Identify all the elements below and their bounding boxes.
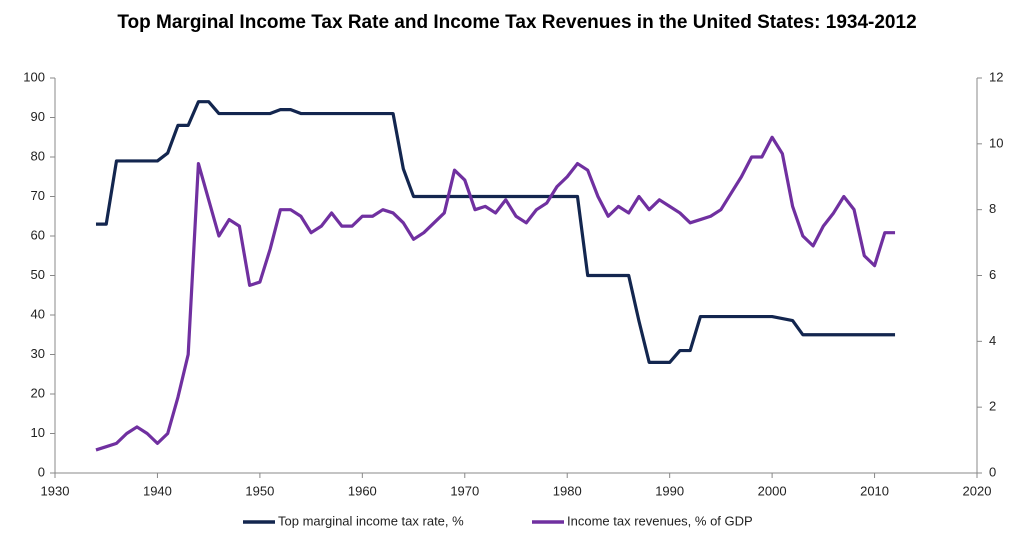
x-tick-label: 1950: [245, 483, 274, 498]
y2-tick-label: 12: [989, 69, 1003, 84]
legend-label: Top marginal income tax rate, %: [278, 513, 464, 528]
y-tick-label: 0: [38, 464, 45, 479]
y2-tick-label: 2: [989, 399, 996, 414]
y-tick-label: 50: [31, 267, 45, 282]
y-tick-label: 40: [31, 306, 45, 321]
x-tick-label: 1970: [450, 483, 479, 498]
x-tick-label: 1940: [143, 483, 172, 498]
y2-tick-label: 8: [989, 201, 996, 216]
y-tick-label: 30: [31, 346, 45, 361]
y-tick-label: 20: [31, 385, 45, 400]
x-tick-label: 2020: [963, 483, 992, 498]
x-tick-label: 2010: [860, 483, 889, 498]
y-tick-label: 100: [23, 69, 45, 84]
y2-tick-label: 6: [989, 267, 996, 282]
y-tick-label: 10: [31, 425, 45, 440]
x-tick-label: 1980: [553, 483, 582, 498]
x-tick-label: 1930: [41, 483, 70, 498]
y-tick-label: 90: [31, 109, 45, 124]
series-line: [95, 135, 896, 452]
x-tick-label: 2000: [758, 483, 787, 498]
y-tick-label: 60: [31, 227, 45, 242]
x-tick-label: 1960: [348, 483, 377, 498]
legend-label: Income tax revenues, % of GDP: [567, 513, 753, 528]
y2-tick-label: 4: [989, 333, 996, 348]
y-tick-label: 80: [31, 148, 45, 163]
chart-title: Top Marginal Income Tax Rate and Income …: [117, 12, 917, 33]
series-line: [95, 100, 896, 364]
y-tick-label: 70: [31, 188, 45, 203]
y2-tick-label: 0: [989, 464, 996, 479]
y2-tick-label: 10: [989, 135, 1003, 150]
x-tick-label: 1990: [655, 483, 684, 498]
